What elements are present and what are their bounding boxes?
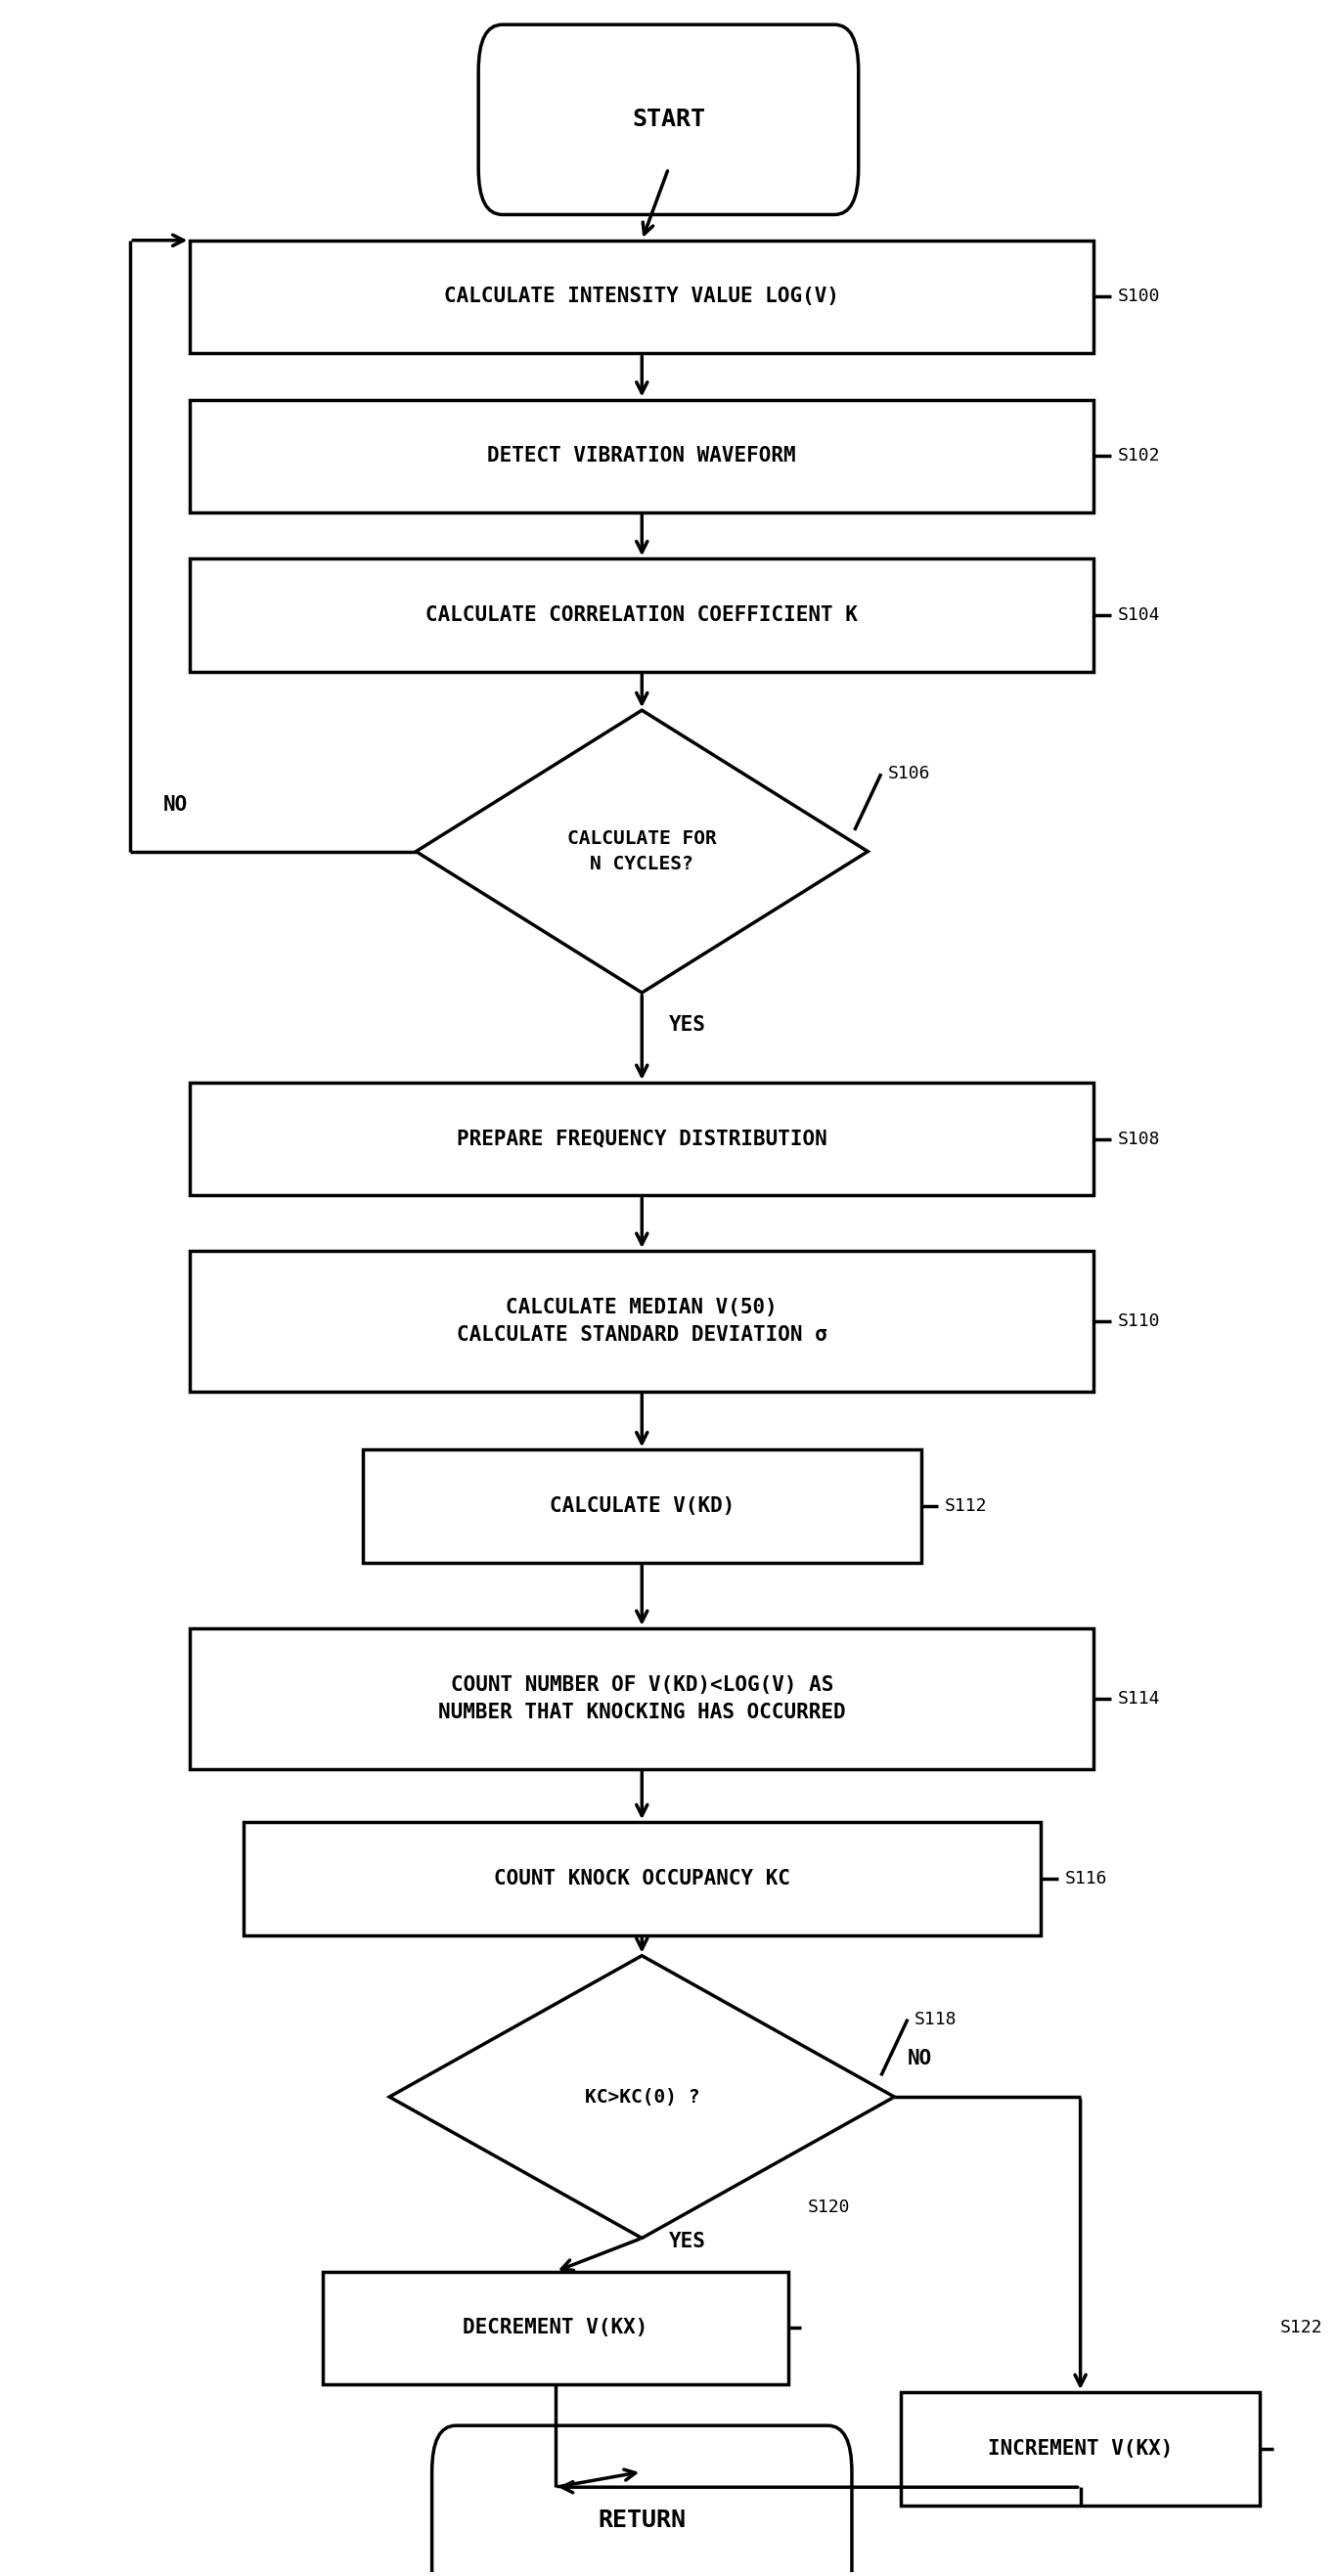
Text: KC>KC(0) ?: KC>KC(0) ? bbox=[585, 2087, 700, 2107]
Text: S116: S116 bbox=[1065, 1870, 1107, 1888]
Text: CALCULATE V(KD): CALCULATE V(KD) bbox=[550, 1497, 735, 1517]
Text: CALCULATE MEDIAN V(50)
CALCULATE STANDARD DEVIATION σ: CALCULATE MEDIAN V(50) CALCULATE STANDAR… bbox=[456, 1298, 827, 1345]
Text: S110: S110 bbox=[1117, 1314, 1160, 1329]
Text: COUNT NUMBER OF V(KD)<LOG(V) AS
NUMBER THAT KNOCKING HAS OCCURRED: COUNT NUMBER OF V(KD)<LOG(V) AS NUMBER T… bbox=[438, 1674, 846, 1723]
Text: S120: S120 bbox=[808, 2197, 851, 2215]
Bar bbox=[190, 240, 1093, 353]
Bar bbox=[363, 1450, 921, 1564]
Bar bbox=[190, 1628, 1093, 1770]
Text: COUNT KNOCK OCCUPANCY KC: COUNT KNOCK OCCUPANCY KC bbox=[494, 1868, 789, 1888]
Text: S118: S118 bbox=[914, 2009, 957, 2027]
Text: S114: S114 bbox=[1117, 1690, 1160, 1708]
Text: S100: S100 bbox=[1117, 289, 1160, 307]
Text: CALCULATE INTENSITY VALUE LOG(V): CALCULATE INTENSITY VALUE LOG(V) bbox=[444, 286, 839, 307]
Bar bbox=[244, 1821, 1041, 1935]
Bar bbox=[190, 399, 1093, 513]
Polygon shape bbox=[416, 711, 868, 992]
Text: DECREMENT V(KX): DECREMENT V(KX) bbox=[463, 2318, 648, 2339]
FancyBboxPatch shape bbox=[479, 26, 859, 214]
Text: DETECT VIBRATION WAVEFORM: DETECT VIBRATION WAVEFORM bbox=[487, 446, 796, 466]
Text: PREPARE FREQUENCY DISTRIBUTION: PREPARE FREQUENCY DISTRIBUTION bbox=[456, 1128, 827, 1149]
Bar bbox=[190, 559, 1093, 672]
Text: S102: S102 bbox=[1117, 448, 1160, 464]
Text: S122: S122 bbox=[1279, 2318, 1322, 2336]
Text: INCREMENT V(KX): INCREMENT V(KX) bbox=[987, 2439, 1173, 2458]
Text: NO: NO bbox=[163, 796, 189, 814]
Text: S108: S108 bbox=[1117, 1131, 1160, 1149]
Text: YES: YES bbox=[669, 1015, 705, 1036]
Text: S106: S106 bbox=[887, 765, 930, 783]
Text: S112: S112 bbox=[945, 1497, 987, 1515]
Bar bbox=[322, 2272, 788, 2385]
Polygon shape bbox=[389, 1955, 894, 2239]
FancyBboxPatch shape bbox=[432, 2427, 852, 2576]
Text: RETURN: RETURN bbox=[598, 2509, 686, 2532]
Bar bbox=[190, 1252, 1093, 1391]
Text: CALCULATE FOR
N CYCLES?: CALCULATE FOR N CYCLES? bbox=[567, 829, 717, 873]
Text: YES: YES bbox=[669, 2233, 705, 2251]
Text: S104: S104 bbox=[1117, 605, 1160, 623]
Text: CALCULATE CORRELATION COEFFICIENT K: CALCULATE CORRELATION COEFFICIENT K bbox=[425, 605, 858, 626]
Bar bbox=[900, 2393, 1260, 2506]
Text: NO: NO bbox=[907, 2048, 933, 2069]
Bar bbox=[190, 1082, 1093, 1195]
Text: START: START bbox=[632, 108, 705, 131]
